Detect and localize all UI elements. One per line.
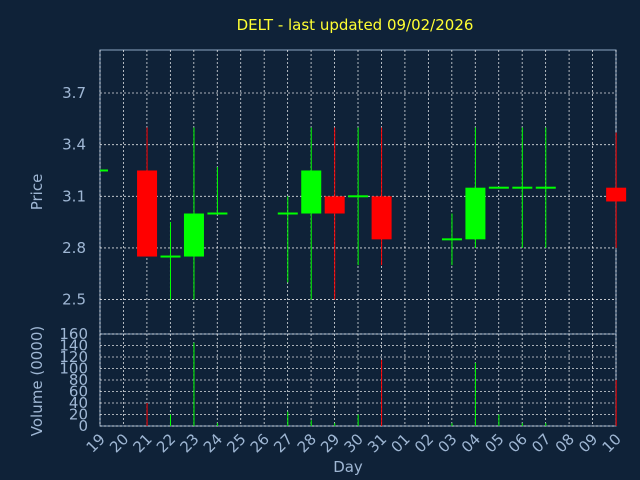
candle-body [277,212,298,215]
candle-20 [137,127,158,257]
price-tick-label: 2.8 [62,239,86,257]
candle-body [606,187,627,202]
chart-title: DELT - last updated 09/02/2026 [237,16,474,34]
x-tick-label: 25 [223,430,249,456]
candle-body [183,213,204,257]
candle-22 [183,127,204,300]
candle-06 [535,127,556,248]
candle-body [301,170,322,214]
candle-body [348,195,369,198]
x-tick-label: 27 [270,430,296,456]
x-tick-label: 23 [176,430,202,456]
x-tick-label: 20 [106,430,132,456]
x-tick-label: 30 [341,430,367,456]
volume-tick-label: 120 [59,348,88,366]
candle-body [100,169,108,172]
candle-body [160,255,181,258]
candle-04 [488,186,509,189]
candle-03 [465,127,486,248]
x-tick-label: 26 [247,430,273,456]
x-tick-label: 02 [411,430,437,456]
x-tick-label: 04 [458,430,484,456]
x-tick-label: 28 [294,430,320,456]
x-tick-label: 24 [200,430,226,456]
price-axis-label: Price [28,174,46,211]
candle-09 [606,132,627,248]
x-axis-label: Day [333,458,363,476]
candle-body [324,196,345,214]
candle-27 [301,127,322,300]
candle-02 [441,213,462,266]
volume-tick-label: 20 [69,406,88,424]
x-tick-label: 03 [434,430,460,456]
candle-05 [512,127,533,248]
price-panel: 2.5 2.8 3.1 3.4 3.7 [62,49,627,335]
volume-tick-label: 160 [59,325,88,343]
candle-19 [100,169,108,172]
candle-body [512,186,533,189]
price-tick-label: 3.4 [62,136,86,154]
price-tick-label: 3.7 [62,84,86,102]
candle-26 [277,196,298,283]
x-tick-label: 08 [552,430,578,456]
candle-30 [371,127,392,266]
candle-body [137,170,158,257]
candle-body [488,186,509,189]
candle-21 [160,222,181,300]
candle-29 [348,127,369,266]
volume-tick-label: 80 [69,371,88,389]
volume-tick-label: 60 [69,383,88,401]
x-axis: 1920212223242526272829303101020304050607… [83,430,625,456]
candle-body [441,238,462,241]
x-tick-label: 29 [317,430,343,456]
x-tick-label: 21 [130,430,156,456]
x-tick-label: 07 [528,430,554,456]
candle-body [535,186,556,189]
price-tick-label: 2.5 [62,291,86,309]
x-tick-label: 01 [388,430,414,456]
x-tick-label: 31 [364,430,390,456]
x-tick-label: 22 [153,430,179,456]
candle-28 [324,127,345,300]
x-tick-label: 05 [481,430,507,456]
volume-tick-label: 100 [59,360,88,378]
candle-body [465,187,486,240]
candle-body [371,196,392,240]
price-tick-label: 3.1 [62,187,86,205]
volume-axis-label: Volume (0000) [28,326,46,436]
candle-23 [207,167,228,215]
volume-tick-label: 40 [69,394,88,412]
volume-tick-label: 140 [59,337,88,355]
x-tick-label: 10 [599,430,625,456]
x-tick-label: 09 [575,430,601,456]
volume-tick-label: 0 [78,417,88,435]
candle-body [207,212,228,215]
x-tick-label: 06 [505,430,531,456]
